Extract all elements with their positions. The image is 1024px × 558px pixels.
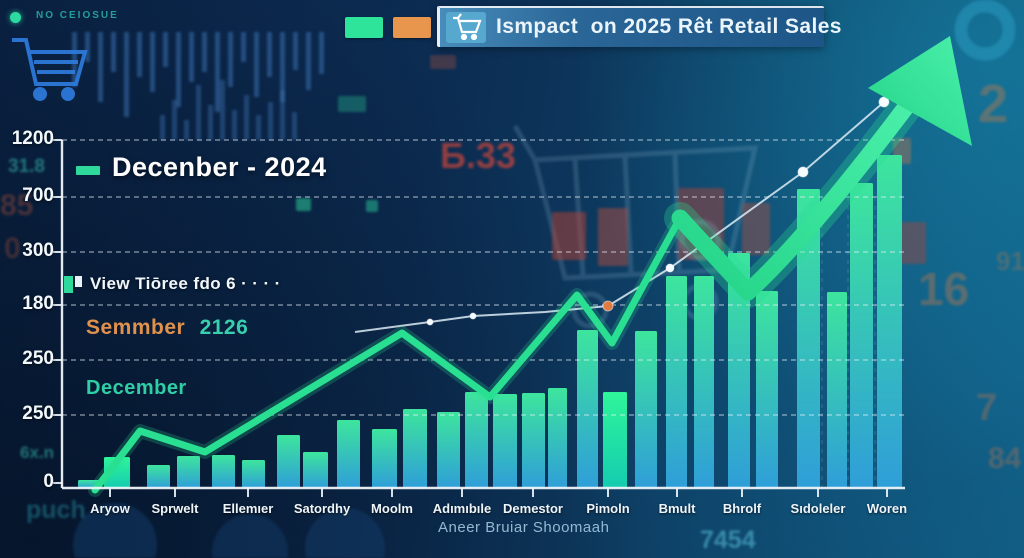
decor-histogram-bar [124,32,129,117]
decor-glyph: 2 [978,74,1008,134]
decor-histogram-bar [306,32,311,90]
decor-histogram-bar [319,32,324,74]
bar [850,183,873,488]
decor-candle-rect [296,198,311,211]
trend-marker [797,166,809,178]
decor-circle [212,514,288,558]
decor-histogram-bar [196,85,201,140]
trend-marker [469,312,477,320]
growth-arrow-body [671,86,924,301]
decor-histogram-bar [268,102,273,140]
growth-arrow-head [868,36,972,146]
decor-circle [679,219,721,261]
bar [694,276,714,488]
decor-glyph: puch [26,496,86,524]
decor-candle-rect [366,200,378,212]
bar [403,409,427,488]
decor-histogram-bar [228,32,233,87]
decor-circle [954,0,1016,61]
decor-histogram-bar [160,115,165,140]
decor-glyph: 84 [988,442,1022,475]
decor-glyph: 16 [918,263,969,315]
trend-marker [426,318,434,326]
decor-histogram-bar [220,80,225,140]
decor-histogram-bar [293,32,298,70]
decor-candle-rect [552,212,586,260]
bar [603,392,627,488]
bar [437,412,460,488]
decor-candle-rect [338,96,366,112]
trend-marker [665,263,675,273]
decor-circle [305,508,385,558]
decor-glyph: 31.8 [8,156,45,177]
decor-histogram-bar [280,32,285,102]
decor-histogram-bar [232,110,237,140]
bar [666,276,687,488]
green-line [91,214,684,494]
decor-histogram-bar [292,112,297,140]
trend-marker [602,300,614,312]
bar [522,393,545,488]
decor-glyph: Б.33 [440,135,516,176]
decor-glyph: 0 [4,232,21,265]
decor-histogram-bar [215,32,220,112]
decor-glyph: 7 [976,387,997,429]
decor-histogram-bar [137,32,142,77]
bar [797,189,820,488]
bar [728,253,750,488]
decor-histogram-bar [176,32,181,107]
decor-histogram-bar [244,95,249,140]
bar [877,155,902,488]
trend-marker [878,96,890,108]
bar [548,388,567,488]
decor-histogram-bar [241,32,246,62]
bar [827,292,847,488]
decor-histogram-bar [202,32,207,72]
decor-histogram-bar [163,32,168,67]
decor-glyph: 85 [0,189,33,222]
bar [177,456,200,488]
bar [493,394,517,488]
decor-histogram-bar [98,32,103,102]
bar [277,435,300,488]
bar [212,455,235,488]
decor-histogram-bar [267,32,272,77]
decor-candle-rect [900,222,926,264]
decor-histogram-bar [256,115,261,140]
decor-histogram-bar [189,32,194,82]
decor-histogram-bar [111,32,116,72]
bar [372,429,397,488]
decor-glyph: 7454 [700,526,756,554]
bar [242,460,265,488]
bar [577,330,598,488]
bar [635,331,657,488]
bar [147,465,170,488]
decor-histogram-bar [208,105,213,140]
bar [303,452,328,488]
bar [756,291,778,488]
decor-histogram-bar [184,120,189,140]
decor-histogram-bar [254,32,259,97]
decor-candle-rect [430,55,456,69]
bar [465,392,488,488]
decor-histogram-bar [280,90,285,140]
bar [337,420,360,488]
decor-histogram-bar [172,100,177,140]
decor-histogram-bar [150,32,155,92]
decor-glyph: 91 [996,246,1024,276]
decor-glyph: 6x.n [20,443,54,462]
decor-circle [73,503,157,558]
decor-candle-rect [742,203,770,255]
